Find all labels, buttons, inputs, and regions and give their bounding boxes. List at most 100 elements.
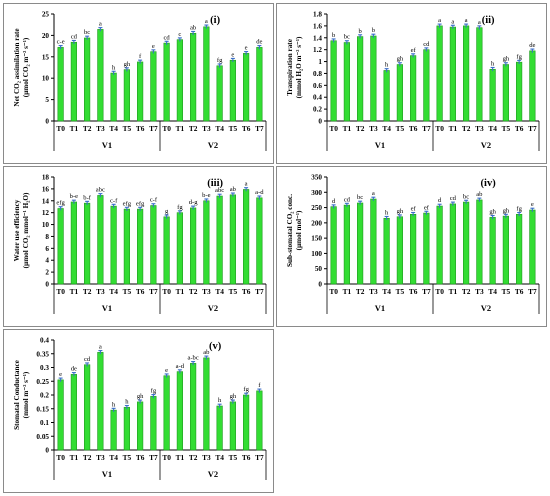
significance-label: abc: [96, 187, 105, 194]
x-tick-label: T4: [215, 287, 224, 296]
bar: [357, 202, 364, 285]
x-tick-label: T4: [382, 124, 391, 133]
bar: [330, 206, 337, 285]
bar: [516, 213, 523, 285]
bar: [396, 64, 403, 122]
chart-panel-sub-stomatal: 0 50 100 150 200 250 300 350 Sub-stomatal CO₂ co…: [276, 166, 547, 327]
chart-net-co2-assimilation: 0 5 10 15 20 25 Net CO₂ assimilation rate (µmol…: [13, 11, 267, 151]
x-tick-label: T4: [109, 453, 118, 462]
y-tick-label: 0: [318, 118, 322, 126]
bar: [516, 61, 523, 122]
significance-label: c-e: [57, 39, 65, 46]
y-axis-label: (µmol mol⁻¹): [295, 210, 303, 250]
significance-label: ab: [190, 24, 197, 31]
x-tick-label: T4: [488, 287, 497, 296]
y-tick-label: 0.15: [36, 405, 49, 413]
significance-label: h: [218, 397, 222, 404]
y-tick-label: 250: [311, 204, 322, 212]
y-tick-label: 100: [311, 250, 322, 258]
y-tick-label: 0: [45, 118, 49, 126]
x-tick-label: T3: [202, 124, 211, 133]
bar: [449, 26, 456, 122]
x-tick-label: T6: [515, 287, 524, 296]
x-tick-label: T7: [528, 124, 537, 133]
significance-label: ab: [203, 349, 210, 356]
y-tick-label: 300: [311, 189, 322, 197]
significance-label: b-e: [202, 192, 210, 199]
y-tick-label: 0: [318, 281, 322, 289]
bar: [489, 217, 496, 285]
bar: [163, 42, 170, 122]
x-tick-label: T5: [123, 287, 132, 296]
x-tick-label: T2: [83, 287, 92, 296]
x-tick-label: T7: [149, 124, 158, 133]
x-tick-label: T7: [528, 287, 537, 296]
bar: [502, 64, 509, 122]
bar: [476, 27, 483, 122]
y-axis-label: (mmol m⁻² s⁻¹): [22, 371, 30, 418]
y-axis-label: (mmol H₂O m⁻² s⁻¹): [295, 36, 303, 98]
x-tick-label: T0: [162, 124, 171, 133]
x-tick-label: T5: [123, 453, 132, 462]
y-tick-label: 0: [45, 281, 49, 289]
group-label: V2: [481, 303, 491, 313]
group-label: V1: [375, 303, 385, 313]
x-tick-label: T2: [83, 453, 92, 462]
bar: [176, 39, 183, 122]
significance-label: de: [529, 42, 535, 49]
y-tick-label: 16: [42, 185, 50, 193]
chart-title: (i): [210, 15, 220, 26]
bar: [330, 40, 337, 122]
x-tick-label: T0: [162, 287, 171, 296]
significance-label: c-f: [110, 197, 118, 204]
x-tick-label: T2: [356, 124, 365, 133]
y-tick-label: 15: [42, 53, 50, 61]
bar: [190, 207, 197, 285]
y-tick-label: 0.05: [36, 433, 49, 441]
x-tick-label: T4: [382, 287, 391, 296]
significance-label: cd: [423, 41, 430, 48]
bar: [436, 205, 443, 285]
x-tick-label: T1: [343, 124, 352, 133]
significance-label: b-e: [70, 193, 78, 200]
y-tick-label: 18: [42, 174, 50, 182]
group-label: V1: [102, 303, 112, 313]
significance-label: e: [245, 45, 248, 52]
bar: [137, 401, 144, 451]
significance-label: a: [99, 344, 102, 351]
significance-label: fg: [516, 53, 522, 60]
bar: [423, 49, 430, 122]
x-tick-label: T6: [242, 453, 251, 462]
y-tick-label: 12: [42, 209, 50, 217]
x-tick-label: T6: [409, 124, 418, 133]
y-tick-label: 5: [45, 96, 49, 104]
significance-label: b: [358, 28, 362, 35]
bar: [123, 69, 130, 122]
x-tick-label: T1: [449, 124, 458, 133]
bar: [463, 201, 470, 285]
y-tick-label: 0.3: [40, 364, 49, 372]
y-tick-label: 1: [318, 58, 322, 66]
bar: [70, 374, 77, 451]
y-tick-label: 350: [311, 174, 322, 182]
group-label: V2: [208, 469, 218, 479]
y-tick-label: 200: [311, 219, 322, 227]
significance-label: efg: [123, 200, 132, 207]
chart-sub-stomatal-co2: 0 50 100 150 200 250 300 350 Sub-stomatal CO₂ co…: [286, 174, 540, 314]
bar: [123, 208, 130, 285]
bar: [436, 25, 443, 122]
bar: [97, 195, 104, 285]
bar: [370, 35, 377, 122]
x-tick-label: T2: [189, 287, 198, 296]
significance-label: gh: [397, 56, 404, 63]
bar: [410, 55, 417, 122]
bar: [396, 216, 403, 285]
bar: [410, 213, 417, 285]
x-tick-label: T0: [329, 124, 338, 133]
group-label: V1: [375, 140, 385, 150]
x-tick-label: T7: [422, 124, 431, 133]
bar: [110, 72, 117, 122]
chart-title: (iv): [481, 178, 497, 189]
significance-label: ef: [411, 47, 417, 54]
x-tick-label: T6: [136, 453, 145, 462]
